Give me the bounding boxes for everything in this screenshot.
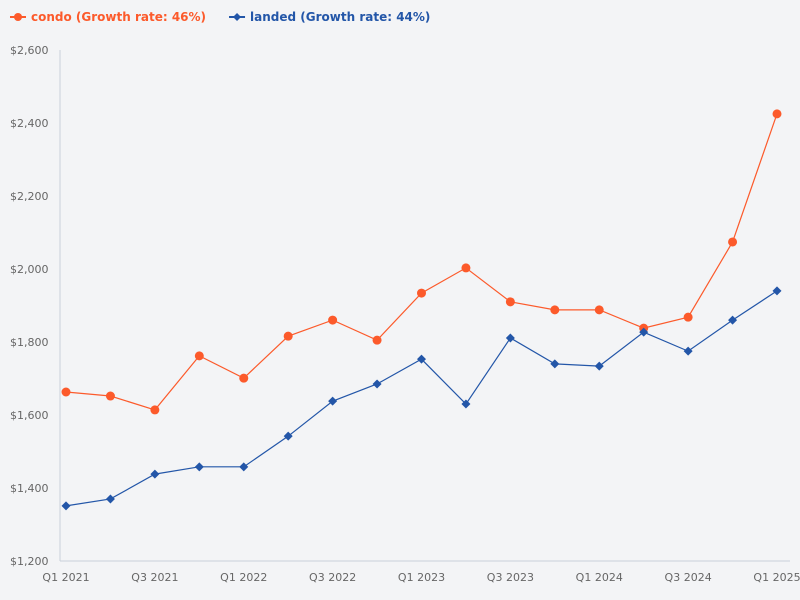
y-axis-ticks: $1,200 $1,400 $1,600 $1,800 $2,000 $2,200 $2,4… bbox=[10, 44, 49, 568]
data-point[interactable] bbox=[550, 359, 560, 369]
data-point[interactable] bbox=[728, 237, 738, 247]
data-point[interactable] bbox=[150, 469, 160, 479]
data-point[interactable] bbox=[372, 335, 382, 345]
x-tick-label: Q1 2021 bbox=[42, 571, 89, 584]
data-point[interactable] bbox=[417, 288, 426, 298]
x-tick-label: Q1 2025 bbox=[753, 571, 800, 584]
y-tick-label: $2,200 bbox=[10, 190, 49, 203]
data-point[interactable] bbox=[505, 333, 515, 343]
x-tick-label: Q1 2022 bbox=[220, 571, 267, 584]
x-tick-label: Q3 2024 bbox=[665, 571, 712, 584]
legend-label: condo (Growth rate: 46%) bbox=[31, 10, 206, 24]
legend-item[interactable]: landed (Growth rate: 44%) bbox=[229, 10, 430, 24]
legend-item[interactable]: condo (Growth rate: 46%) bbox=[10, 10, 206, 24]
series-0 bbox=[61, 109, 782, 415]
x-tick-label: Q1 2023 bbox=[398, 571, 445, 584]
data-point[interactable] bbox=[417, 354, 426, 364]
y-tick-label: $1,200 bbox=[10, 555, 49, 568]
y-tick-label: $2,000 bbox=[10, 263, 49, 276]
data-point[interactable] bbox=[283, 331, 293, 341]
legend: condo (Growth rate: 46%) landed (Growth r… bbox=[10, 10, 430, 24]
x-tick-label: Q3 2022 bbox=[309, 571, 356, 584]
data-point[interactable] bbox=[239, 462, 249, 472]
data-point[interactable] bbox=[372, 379, 382, 389]
series-1 bbox=[61, 286, 782, 511]
series-line bbox=[65, 290, 778, 507]
data-point[interactable] bbox=[328, 315, 338, 325]
data-point[interactable] bbox=[728, 315, 738, 325]
data-point[interactable] bbox=[194, 462, 204, 472]
data-point[interactable] bbox=[505, 297, 515, 307]
data-point[interactable] bbox=[683, 312, 693, 322]
data-point[interactable] bbox=[683, 346, 693, 356]
data-point[interactable] bbox=[772, 286, 782, 296]
y-tick-label: $2,400 bbox=[10, 117, 49, 130]
data-point[interactable] bbox=[461, 263, 471, 273]
data-point[interactable] bbox=[194, 351, 204, 361]
x-axis-ticks: Q1 2021 Q3 2021 Q1 2022 Q3 2022 Q1 2023 Q3 20… bbox=[42, 571, 800, 584]
data-point[interactable] bbox=[239, 373, 249, 383]
series-group bbox=[61, 109, 782, 511]
data-point[interactable] bbox=[283, 431, 293, 441]
x-tick-label: Q3 2021 bbox=[131, 571, 178, 584]
y-tick-label: $1,400 bbox=[10, 482, 49, 495]
data-point[interactable] bbox=[594, 361, 604, 371]
data-point[interactable] bbox=[150, 405, 160, 415]
data-point[interactable] bbox=[105, 494, 115, 504]
legend-diamond-icon bbox=[233, 13, 242, 21]
legend-circle-icon bbox=[14, 13, 22, 21]
data-point[interactable] bbox=[461, 399, 471, 409]
legend-label: landed (Growth rate: 44%) bbox=[250, 10, 430, 24]
data-point[interactable] bbox=[639, 327, 649, 337]
data-point[interactable] bbox=[550, 305, 560, 315]
x-tick-label: Q3 2023 bbox=[487, 571, 534, 584]
data-point[interactable] bbox=[105, 391, 115, 401]
data-point[interactable] bbox=[61, 501, 71, 511]
data-point[interactable] bbox=[594, 305, 604, 315]
data-point[interactable] bbox=[61, 387, 71, 397]
y-tick-label: $1,800 bbox=[10, 336, 49, 349]
y-tick-label: $2,600 bbox=[10, 44, 49, 57]
series-line bbox=[65, 113, 778, 411]
x-tick-label: Q1 2024 bbox=[576, 571, 623, 584]
y-tick-label: $1,600 bbox=[10, 409, 49, 422]
data-point[interactable] bbox=[328, 396, 338, 406]
data-point[interactable] bbox=[772, 109, 782, 119]
